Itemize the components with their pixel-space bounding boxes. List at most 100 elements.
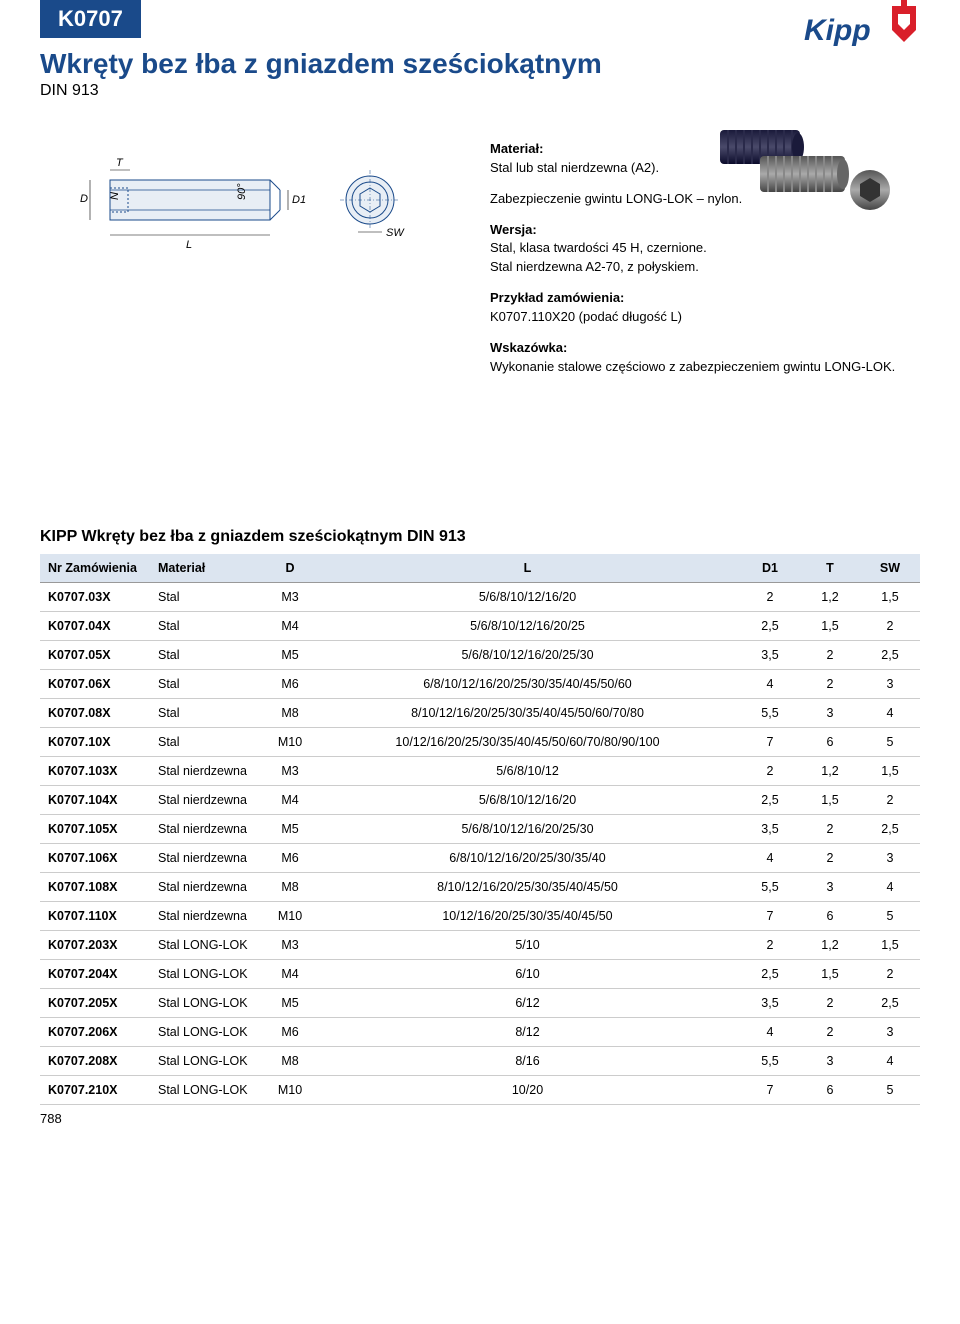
table-cell: 1,5 [860, 583, 920, 612]
table-cell: 2 [800, 641, 860, 670]
table-row: K0707.04XStalM45/6/8/10/12/16/20/252,51,… [40, 612, 920, 641]
table-cell: 8/10/12/16/20/25/30/35/40/45/50 [315, 873, 740, 902]
table-cell: 10/12/16/20/25/30/35/40/45/50/60/70/80/9… [315, 728, 740, 757]
table-cell: 3,5 [740, 641, 800, 670]
col-header-material: Materiał [150, 554, 265, 583]
table-cell: M3 [265, 583, 315, 612]
table-cell: M10 [265, 1076, 315, 1105]
page-number: 788 [40, 1111, 920, 1126]
table-cell: 6/8/10/12/16/20/25/30/35/40 [315, 844, 740, 873]
table-cell: 1,5 [800, 612, 860, 641]
table-cell: K0707.103X [40, 757, 150, 786]
table-cell: 3 [800, 873, 860, 902]
table-row: K0707.08XStalM88/10/12/16/20/25/30/35/40… [40, 699, 920, 728]
order-text: K0707.110X20 (podać długość L) [490, 308, 920, 327]
table-cell: 3 [860, 1018, 920, 1047]
table-cell: M8 [265, 873, 315, 902]
table-cell: K0707.08X [40, 699, 150, 728]
table-cell: K0707.205X [40, 989, 150, 1018]
table-cell: 4 [740, 1018, 800, 1047]
hint-label: Wskazówka: [490, 339, 920, 358]
table-cell: M6 [265, 1018, 315, 1047]
version-label: Wersja: [490, 221, 920, 240]
table-cell: 5 [860, 902, 920, 931]
table-cell: 2 [800, 989, 860, 1018]
table-row: K0707.03XStalM35/6/8/10/12/16/2021,21,5 [40, 583, 920, 612]
table-cell: 5,5 [740, 1047, 800, 1076]
table-cell: 4 [740, 670, 800, 699]
table-cell: Stal LONG-LOK [150, 1047, 265, 1076]
table-cell: 7 [740, 1076, 800, 1105]
table-cell: Stal nierdzewna [150, 844, 265, 873]
table-cell: K0707.106X [40, 844, 150, 873]
table-cell: M3 [265, 757, 315, 786]
table-cell: 3 [800, 699, 860, 728]
table-cell: 2,5 [860, 815, 920, 844]
table-cell: M5 [265, 641, 315, 670]
table-cell: 1,5 [800, 960, 860, 989]
table-cell: 6 [800, 1076, 860, 1105]
table-cell: Stal nierdzewna [150, 786, 265, 815]
table-row: K0707.108XStal nierdzewnaM88/10/12/16/20… [40, 873, 920, 902]
table-cell: K0707.210X [40, 1076, 150, 1105]
table-cell: 3 [860, 670, 920, 699]
table-row: K0707.210XStal LONG-LOKM1010/20765 [40, 1076, 920, 1105]
table-cell: 2 [800, 815, 860, 844]
table-cell: M8 [265, 1047, 315, 1076]
svg-text:L: L [186, 239, 192, 251]
table-cell: 5/6/8/10/12 [315, 757, 740, 786]
brand-logo: Kipp [790, 0, 920, 59]
table-cell: 2 [740, 757, 800, 786]
table-cell: M4 [265, 786, 315, 815]
table-cell: Stal nierdzewna [150, 873, 265, 902]
table-row: K0707.208XStal LONG-LOKM88/165,534 [40, 1047, 920, 1076]
table-cell: 8/16 [315, 1047, 740, 1076]
hint-text: Wykonanie stalowe częściowo z zabezpiecz… [490, 358, 920, 377]
table-cell: 7 [740, 728, 800, 757]
table-cell: K0707.04X [40, 612, 150, 641]
table-cell: M10 [265, 728, 315, 757]
version-text-1: Stal, klasa twardości 45 H, czernione. [490, 239, 920, 258]
table-cell: K0707.105X [40, 815, 150, 844]
svg-text:D1: D1 [292, 194, 306, 206]
table-cell: 6 [800, 728, 860, 757]
table-row: K0707.106XStal nierdzewnaM66/8/10/12/16/… [40, 844, 920, 873]
table-cell: 5/6/8/10/12/16/20/25 [315, 612, 740, 641]
table-cell: Stal LONG-LOK [150, 989, 265, 1018]
table-cell: 2 [800, 1018, 860, 1047]
table-row: K0707.103XStal nierdzewnaM35/6/8/10/1221… [40, 757, 920, 786]
table-cell: Stal nierdzewna [150, 815, 265, 844]
table-cell: Stal [150, 670, 265, 699]
table-cell: M5 [265, 989, 315, 1018]
table-cell: 5 [860, 728, 920, 757]
table-cell: 2,5 [860, 641, 920, 670]
table-cell: M10 [265, 902, 315, 931]
table-cell: 1,2 [800, 757, 860, 786]
table-cell: Stal [150, 612, 265, 641]
table-cell: 2 [800, 844, 860, 873]
table-cell: 5,5 [740, 699, 800, 728]
svg-text:Kipp: Kipp [804, 14, 871, 47]
table-cell: 5,5 [740, 873, 800, 902]
svg-text:SW: SW [386, 227, 405, 239]
table-cell: 2 [800, 670, 860, 699]
table-cell: 6/8/10/12/16/20/25/30/35/40/45/50/60 [315, 670, 740, 699]
table-cell: M3 [265, 931, 315, 960]
table-cell: 5/10 [315, 931, 740, 960]
table-cell: Stal nierdzewna [150, 902, 265, 931]
table-cell: K0707.05X [40, 641, 150, 670]
table-cell: 5/6/8/10/12/16/20/25/30 [315, 641, 740, 670]
table-cell: M8 [265, 699, 315, 728]
col-header-l: L [315, 554, 740, 583]
table-row: K0707.204XStal LONG-LOKM46/102,51,52 [40, 960, 920, 989]
table-cell: M5 [265, 815, 315, 844]
table-cell: 5/6/8/10/12/16/20 [315, 583, 740, 612]
technical-drawing: T D N 90° D1 L SW [40, 140, 460, 263]
table-cell: 2 [860, 612, 920, 641]
table-cell: 4 [860, 873, 920, 902]
table-cell: K0707.110X [40, 902, 150, 931]
table-cell: Stal [150, 728, 265, 757]
table-cell: M6 [265, 844, 315, 873]
table-row: K0707.110XStal nierdzewnaM1010/12/16/20/… [40, 902, 920, 931]
table-cell: 6/12 [315, 989, 740, 1018]
